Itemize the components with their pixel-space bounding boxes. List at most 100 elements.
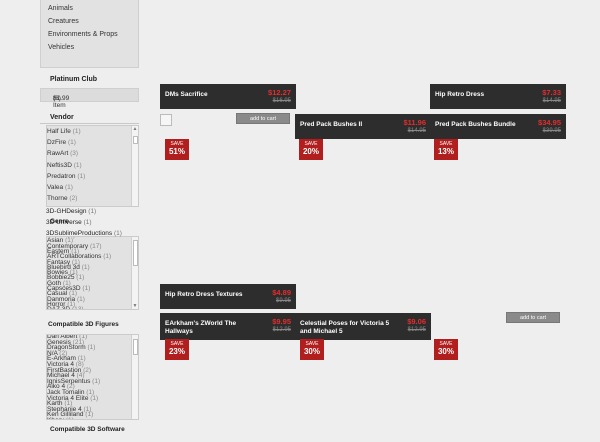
figure-item[interactable]: Michael 4 (4) bbox=[47, 372, 85, 379]
vendor-item[interactable]: Thorne (2) bbox=[47, 195, 77, 202]
category-vehicles[interactable]: Vehicles bbox=[48, 44, 75, 51]
product-title[interactable]: DMs Sacrifice bbox=[165, 91, 208, 98]
save-percent: 51% bbox=[168, 147, 185, 156]
vendor-item-3d-universe[interactable]: 3D Universe (1) bbox=[46, 219, 92, 226]
product-title[interactable]: EArkham's ZWorld The Hallways bbox=[165, 320, 237, 335]
figure-item-count: (1) bbox=[64, 417, 74, 419]
genre-item[interactable]: Contemporary (17) bbox=[47, 243, 102, 250]
genre-item-name: Asian bbox=[47, 237, 64, 245]
figure-item[interactable]: IgnisSerpentus (1) bbox=[47, 378, 100, 385]
vendor-item-name: DzFire bbox=[47, 139, 67, 147]
scroll-thumb[interactable] bbox=[133, 136, 138, 144]
figure-item-name: Dan Albert bbox=[47, 334, 78, 340]
category-list: Animals Creatures Environments & Props V… bbox=[40, 0, 139, 68]
save-percent: 30% bbox=[303, 347, 320, 356]
vendor-item[interactable]: Predatron (1) bbox=[47, 173, 85, 180]
genre-item[interactable]: Bluebird 3d (1) bbox=[47, 264, 90, 271]
figures-list[interactable]: Lady Littlefox (2)Khory (1)Ken Gilliland… bbox=[46, 334, 139, 420]
platinum-item-count: (6) bbox=[53, 95, 61, 102]
divider bbox=[40, 123, 139, 124]
figure-item[interactable]: Genesis (21) bbox=[47, 339, 84, 346]
genre-item[interactable]: Casual (1) bbox=[47, 290, 77, 297]
product-card[interactable]: EArkham's ZWorld The Hallways $9.95 $12.95 bbox=[160, 313, 296, 340]
vendor-item-3dsublimeproductions[interactable]: 3DSublimeProductions (1) bbox=[46, 230, 122, 237]
figure-item[interactable]: Stephanie 4 (1) bbox=[47, 406, 91, 413]
genre-item[interactable]: Capsces3D (1) bbox=[47, 285, 90, 292]
figure-item[interactable]: Aiko 4 (2) bbox=[47, 383, 75, 390]
genre-item[interactable]: Goth (1) bbox=[47, 280, 71, 287]
genre-item[interactable]: Bowies (1) bbox=[47, 269, 78, 276]
genre-list[interactable]: Sci-Fi (1)DAZ 3D (13)Horror (1)Danmoria … bbox=[46, 236, 139, 310]
scroll-down-icon[interactable]: ▼ bbox=[132, 303, 138, 309]
vendor-item[interactable]: Valea (1) bbox=[47, 184, 73, 191]
product-card[interactable]: DMs Sacrifice $12.27 $16.95 bbox=[160, 84, 296, 109]
figure-item[interactable]: DragonStorm (1) bbox=[47, 344, 95, 351]
genre-item[interactable]: Asian (1) bbox=[47, 237, 73, 244]
product-original-price: $12.95 bbox=[272, 327, 291, 333]
add-to-cart-button[interactable]: add to cart bbox=[236, 113, 290, 124]
scroll-thumb[interactable] bbox=[133, 339, 138, 355]
genre-item-count: (1) bbox=[80, 285, 91, 292]
genre-item[interactable]: Eastern (1) bbox=[47, 248, 79, 255]
vendor-item[interactable]: DzFire (1) bbox=[47, 139, 76, 146]
product-title[interactable]: Celestial Poses for Victoria 5 and Micha… bbox=[300, 320, 390, 335]
product-title[interactable]: Hip Retro Dress Textures bbox=[165, 291, 243, 298]
genre-item-count: (1) bbox=[69, 247, 80, 255]
genre-item[interactable]: Horror (1) bbox=[47, 301, 75, 308]
genre-item-name: Horror bbox=[47, 300, 66, 308]
genre-item[interactable]: ARTCollaborations (1) bbox=[47, 253, 111, 260]
figure-item[interactable]: Ken Gilliland (1) bbox=[47, 411, 93, 418]
save-badge: SAVE 30% bbox=[434, 339, 458, 360]
product-card[interactable]: Pred Pack Bushes II $11.96 $14.95 bbox=[295, 114, 431, 139]
figure-item[interactable]: E-Arkham (1) bbox=[47, 355, 86, 362]
product-price: $12.27 bbox=[268, 88, 291, 97]
scroll-thumb[interactable] bbox=[133, 240, 138, 266]
product-card[interactable]: Hip Retro Dress Textures $4.89 $9.95 bbox=[160, 284, 296, 309]
genre-item-name: Bowies bbox=[47, 269, 68, 277]
genre-item[interactable]: Fantasy (1) bbox=[47, 259, 80, 266]
product-title[interactable]: Pred Pack Bushes II bbox=[300, 121, 363, 128]
scroll-up-icon[interactable]: ▲ bbox=[132, 126, 138, 132]
genre-item[interactable]: Bobbie25 (1) bbox=[47, 274, 84, 281]
figure-item-name: Jack Tomalin bbox=[47, 389, 85, 396]
figure-item-count: (1) bbox=[90, 377, 101, 385]
product-card[interactable]: Celestial Poses for Victoria 5 and Micha… bbox=[295, 313, 431, 340]
product-original-price: $12.95 bbox=[407, 327, 426, 333]
figure-item-count: (8) bbox=[73, 361, 84, 368]
category-animals[interactable]: Animals bbox=[48, 5, 73, 12]
product-title[interactable]: Hip Retro Dress bbox=[435, 91, 485, 98]
genre-scrollbar[interactable]: ▼ bbox=[131, 237, 138, 309]
genre-item[interactable]: Anime (1) bbox=[47, 237, 75, 239]
vendor-item-3d-ghdesign[interactable]: 3D-GHDesign (1) bbox=[46, 208, 97, 215]
product-title[interactable]: Pred Pack Bushes Bundle bbox=[435, 121, 516, 128]
add-to-cart-button[interactable]: add to cart bbox=[506, 312, 560, 323]
product-card[interactable]: Pred Pack Bushes Bundle $34.95 $39.95 bbox=[430, 114, 566, 139]
figure-item-name: IgnisSerpentus bbox=[47, 377, 91, 385]
vendor-item[interactable]: Neftis3D (1) bbox=[47, 162, 82, 169]
category-creatures[interactable]: Creatures bbox=[48, 18, 79, 25]
save-label: SAVE bbox=[304, 141, 318, 147]
figure-item[interactable]: Dan Albert (1) bbox=[47, 334, 87, 340]
figure-item-name: E-Arkham bbox=[47, 355, 76, 363]
figure-item-name: Karth bbox=[47, 400, 63, 408]
figure-item[interactable]: Karth (1) bbox=[47, 400, 72, 407]
genre-item[interactable]: Danmoria (1) bbox=[47, 296, 85, 303]
figure-item[interactable]: FirstBastion (2) bbox=[47, 367, 91, 374]
figure-item[interactable]: Jack Tomalin (1) bbox=[47, 389, 94, 396]
product-card[interactable]: Hip Retro Dress $7.33 $14.95 bbox=[430, 84, 566, 109]
vendor-item[interactable]: Half Life (1) bbox=[47, 128, 81, 135]
figure-item[interactable]: Khory (1) bbox=[47, 417, 74, 419]
vendor-item-count: (1) bbox=[63, 184, 73, 191]
vendor-list[interactable]: Thorne (2) Valea (1) Predatron (1) Neftis3D… bbox=[46, 125, 139, 207]
figures-scrollbar[interactable] bbox=[131, 335, 138, 419]
vendor-scrollbar[interactable]: ▲ bbox=[131, 126, 138, 206]
figure-item[interactable]: N/A (2) bbox=[47, 350, 67, 357]
figure-item[interactable]: Victoria 4 Elite (1) bbox=[47, 395, 98, 402]
figure-item-name: FirstBastion bbox=[47, 366, 82, 374]
product-image-icon[interactable] bbox=[160, 114, 172, 126]
figure-item[interactable]: Victoria 4 (8) bbox=[47, 361, 84, 368]
vendor-item[interactable]: RawArt (3) bbox=[47, 150, 78, 157]
category-environments-props[interactable]: Environments & Props bbox=[48, 31, 118, 38]
platinum-club-item[interactable]: $1.99 Item (6) bbox=[40, 88, 139, 109]
genre-item[interactable]: DAZ 3D (13) bbox=[47, 306, 84, 309]
